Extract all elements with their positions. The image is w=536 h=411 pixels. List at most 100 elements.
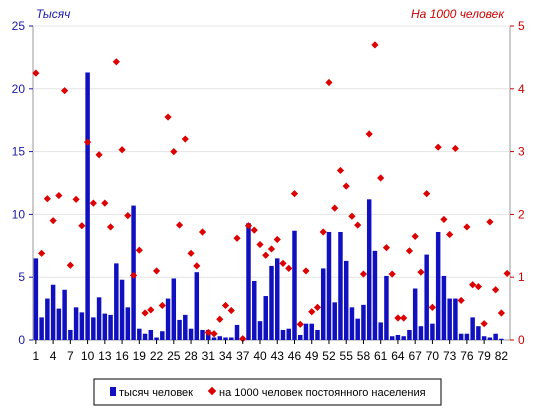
data-point xyxy=(267,245,276,253)
data-point xyxy=(446,230,454,239)
x-tick-label: 49 xyxy=(305,349,319,363)
bar xyxy=(188,328,194,340)
bar xyxy=(171,278,177,340)
x-tick-label: 64 xyxy=(391,349,405,363)
data-point xyxy=(503,269,511,278)
data-point xyxy=(55,191,63,200)
x-tick-label: 43 xyxy=(271,349,285,363)
x-tick-label: 40 xyxy=(253,349,267,363)
right-tick-label: 2 xyxy=(518,207,525,221)
data-point xyxy=(319,228,327,236)
left-tick-label: 10 xyxy=(12,207,26,221)
data-point xyxy=(158,301,166,310)
left-tick-label: 20 xyxy=(12,82,26,96)
data-point xyxy=(371,41,379,49)
data-point xyxy=(354,221,362,229)
data-point xyxy=(135,246,143,254)
x-tick-label: 61 xyxy=(374,349,388,363)
bar xyxy=(355,318,360,340)
bar xyxy=(165,298,171,340)
data-point xyxy=(124,212,132,220)
data-point xyxy=(78,222,86,230)
bar xyxy=(96,297,102,340)
bar xyxy=(395,334,401,340)
x-tick-label: 19 xyxy=(133,349,147,363)
data-point xyxy=(497,309,505,317)
data-point xyxy=(308,308,316,316)
x-tick-label: 22 xyxy=(150,349,164,363)
data-point xyxy=(405,247,414,255)
data-point xyxy=(331,204,339,212)
x-tick-label: 70 xyxy=(426,349,440,363)
bar xyxy=(160,331,165,340)
bar xyxy=(217,336,223,340)
data-point xyxy=(336,166,345,175)
data-point xyxy=(262,251,270,259)
bar xyxy=(499,338,504,340)
bar xyxy=(223,337,228,340)
bar xyxy=(68,329,73,340)
bar xyxy=(252,280,257,340)
data-point xyxy=(285,264,293,273)
data-point xyxy=(474,283,482,291)
data-point xyxy=(394,314,402,322)
x-tick-label: 46 xyxy=(288,349,302,363)
x-tick-label: 10 xyxy=(81,349,95,363)
data-point xyxy=(359,270,368,278)
bar xyxy=(458,333,464,340)
bar xyxy=(246,223,251,340)
data-point xyxy=(457,296,465,305)
left-axis-unit-label: Тысяч xyxy=(36,7,70,21)
data-point xyxy=(49,217,57,225)
data-point xyxy=(486,218,494,226)
x-tick-label: 28 xyxy=(184,349,198,363)
bar-series xyxy=(33,72,504,340)
x-tick-label: 4 xyxy=(50,349,57,363)
data-point xyxy=(388,270,396,278)
bar xyxy=(275,258,280,340)
bar xyxy=(447,298,452,340)
data-point xyxy=(239,335,247,343)
data-point xyxy=(273,235,281,244)
data-point xyxy=(400,314,408,322)
bar xyxy=(481,336,487,340)
data-point xyxy=(469,281,477,289)
grid xyxy=(33,25,510,278)
bar xyxy=(119,279,125,340)
bar xyxy=(211,337,217,340)
bar xyxy=(441,275,447,340)
data-point xyxy=(342,182,350,190)
bar xyxy=(280,329,286,340)
bar xyxy=(476,326,481,340)
x-tick-label: 76 xyxy=(460,349,474,363)
data-point xyxy=(480,320,488,328)
bar xyxy=(91,317,96,340)
bar xyxy=(73,307,79,340)
data-point xyxy=(279,259,287,267)
x-tick-label: 7 xyxy=(67,349,74,363)
bar xyxy=(125,307,131,340)
legend-point-label: на 1000 человек постоянного населения xyxy=(219,387,426,399)
data-point xyxy=(290,190,299,198)
bar xyxy=(234,324,240,340)
left-tick-label: 25 xyxy=(12,19,26,33)
left-tick-label: 0 xyxy=(18,333,25,347)
bar xyxy=(79,312,85,340)
legend-bar-label: тысяч человек xyxy=(119,387,193,399)
bar xyxy=(39,317,44,340)
bar xyxy=(332,302,337,340)
right-tick-label: 0 xyxy=(518,333,525,347)
data-point xyxy=(164,113,172,121)
bar xyxy=(401,336,406,340)
bar xyxy=(114,263,119,340)
legend-point-swatch xyxy=(207,386,217,396)
data-point xyxy=(72,195,80,203)
data-point xyxy=(112,58,120,66)
x-tick-label: 55 xyxy=(340,349,354,363)
bar xyxy=(263,296,268,340)
right-tick-label: 3 xyxy=(518,145,525,159)
bar xyxy=(229,337,234,340)
data-point xyxy=(181,135,189,143)
data-point xyxy=(463,223,471,231)
